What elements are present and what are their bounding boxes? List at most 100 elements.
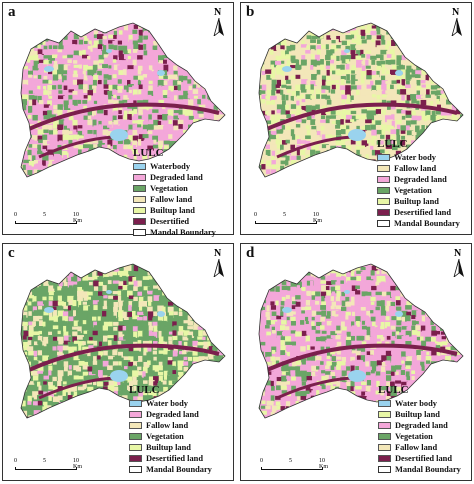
north-label-b: N: [452, 7, 460, 18]
map-panel-a: a N LULC Waterbody Degraded land Vegetatio…: [2, 2, 234, 238]
legend-label: Vegetation: [395, 432, 433, 441]
legend-label: Degraded land: [150, 173, 203, 182]
north-arrow-icon: [213, 259, 224, 277]
legend-label: Mandal Boundary: [394, 219, 460, 228]
legend-item: Degraded land: [129, 409, 212, 420]
legend-label: Degraded land: [395, 421, 448, 430]
legend-item: Degraded land: [133, 172, 216, 183]
legend-rows-c: Water body Degraded land Fallow land Vegeta…: [129, 398, 212, 475]
mandal-boundary: [258, 22, 464, 178]
legend-swatch: [378, 422, 391, 429]
scale-tick-10: 10 Km: [313, 212, 322, 224]
legend-label: Water body: [395, 399, 437, 408]
legend-swatch: [133, 163, 146, 170]
north-arrow-c: N: [211, 248, 227, 278]
legend-label: Builtup land: [150, 206, 195, 215]
legend-swatch: [377, 209, 390, 216]
scale-tick-5: 5: [289, 458, 292, 464]
legend-label: Waterbody: [150, 162, 191, 171]
north-arrow-icon: [213, 18, 224, 36]
scale-bar-d: 0 5 10 Km: [260, 458, 333, 472]
legend-label: Builtup land: [394, 197, 439, 206]
scale-line: [15, 467, 77, 470]
legend-label: Desertified: [150, 217, 190, 226]
legend-label: Mandal Boundary: [395, 465, 461, 474]
legend-label: Desertified land: [395, 454, 452, 463]
legend-swatch: [129, 455, 142, 462]
legend-item: Fallow land: [378, 442, 461, 453]
legend-swatch: [133, 174, 146, 181]
legend-swatch: [133, 218, 146, 225]
legend-label: Desertified land: [146, 454, 203, 463]
legend-item: Desertified land: [378, 453, 461, 464]
legend-item: Builtup land: [129, 442, 212, 453]
legend-title-a: LULC: [133, 147, 164, 159]
map-panel-c: c N LULC Water body Degraded land Fallow l…: [2, 243, 234, 481]
map-panel-b: b N LULC Water body Fallow land Degraded l…: [240, 2, 472, 235]
legend-swatch: [129, 411, 142, 418]
legend-label: Fallow land: [395, 443, 438, 452]
legend-label: Fallow land: [146, 421, 189, 430]
legend-label: Degraded land: [394, 175, 447, 184]
legend-item: Mandal Boundary: [133, 227, 216, 238]
legend-rows-a: Waterbody Degraded land Vegetation Fallow l…: [133, 161, 216, 238]
scale-tick-0: 0: [260, 458, 263, 464]
panel-label-d: d: [246, 245, 255, 261]
legend-label: Builtup land: [146, 443, 191, 452]
lulc-map-d: [258, 263, 464, 419]
legend-swatch: [129, 433, 142, 440]
map-panel-d: d N LULC Water body Builtup land Degraded …: [240, 243, 472, 481]
legend-label: Builtup land: [395, 410, 440, 419]
legend-item: Mandal Boundary: [378, 464, 461, 475]
legend-d: LULC Water body Builtup land Degraded land…: [378, 384, 461, 475]
legend-item: Vegetation: [377, 185, 460, 196]
legend-item: Waterbody: [133, 161, 216, 172]
legend-item: Degraded land: [377, 174, 460, 185]
north-arrow-a: N: [211, 7, 227, 37]
legend-item: Builtup land: [133, 205, 216, 216]
legend-label: Water body: [394, 153, 436, 162]
scale-line: [261, 467, 323, 470]
legend-item: Mandal Boundary: [377, 218, 460, 229]
scale-tick-5: 5: [43, 212, 46, 218]
legend-swatch: [378, 444, 391, 451]
legend-rows-b: Water body Fallow land Degraded land Vegeta…: [377, 152, 460, 229]
scale-bar-c: 0 5 10 Km: [14, 458, 87, 472]
north-arrow-icon: [451, 18, 462, 36]
lulc-map-a: [20, 22, 226, 178]
legend-swatch: [133, 229, 146, 236]
legend-item: Fallow land: [133, 194, 216, 205]
legend-label: Water body: [146, 399, 188, 408]
north-label-d: N: [454, 248, 462, 259]
mandal-boundary: [20, 263, 226, 419]
legend-swatch: [133, 185, 146, 192]
legend-item: Fallow land: [377, 163, 460, 174]
scale-tick-0: 0: [14, 212, 17, 218]
legend-label: Fallow land: [394, 164, 437, 173]
north-label-c: N: [214, 248, 222, 259]
legend-title-c: LULC: [129, 384, 160, 396]
legend-swatch: [377, 154, 390, 161]
legend-title-d: LULC: [378, 384, 409, 396]
legend-label: Mandal Boundary: [146, 465, 212, 474]
legend-swatch: [378, 433, 391, 440]
legend-item: Vegetation: [378, 431, 461, 442]
legend-item: Water body: [378, 398, 461, 409]
legend-label: Degraded land: [146, 410, 199, 419]
legend-item: Degraded land: [378, 420, 461, 431]
legend-item: Fallow land: [129, 420, 212, 431]
legend-swatch: [129, 400, 142, 407]
legend-item: Water body: [377, 152, 460, 163]
scale-tick-0: 0: [14, 458, 17, 464]
legend-item: Mandal Boundary: [129, 464, 212, 475]
legend-item: Builtup land: [378, 409, 461, 420]
legend-item: Vegetation: [133, 183, 216, 194]
legend-swatch: [377, 220, 390, 227]
legend-item: Desertified: [133, 216, 216, 227]
scale-tick-10: 10 Km: [319, 458, 328, 470]
legend-swatch: [377, 198, 390, 205]
panel-label-b: b: [246, 4, 255, 20]
lulc-map-b: [258, 22, 464, 178]
legend-swatch: [377, 187, 390, 194]
legend-swatch: [129, 466, 142, 473]
